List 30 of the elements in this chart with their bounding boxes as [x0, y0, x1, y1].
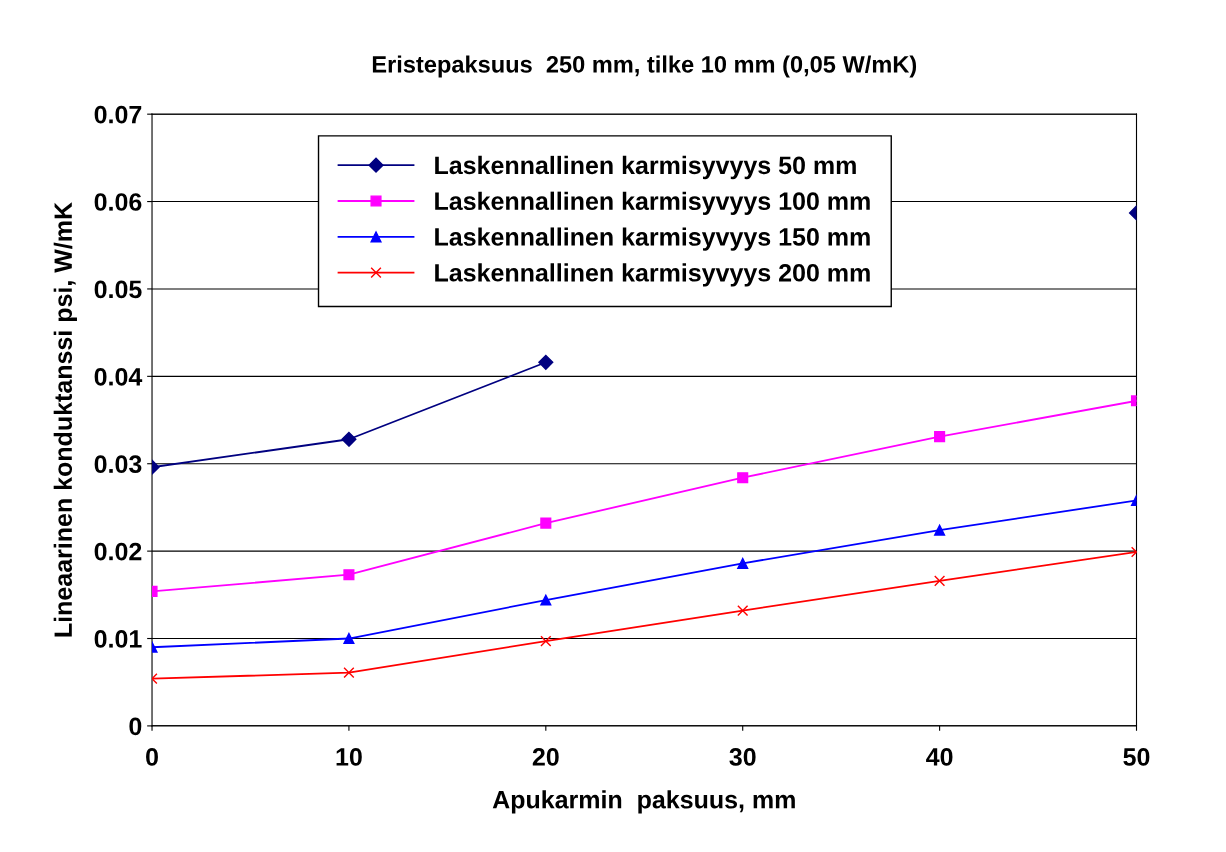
- point: [737, 557, 749, 569]
- y-tick-label: 0.07: [94, 105, 142, 124]
- y-tick-label: 0: [129, 717, 142, 736]
- point: [737, 472, 749, 484]
- legend-label: Laskennallinen karmisyvyys 100 mm: [435, 191, 870, 215]
- y-tick-label: 0.02: [94, 542, 142, 561]
- x-axis-title: Apukarmin paksuus, mm: [492, 790, 795, 814]
- point: [343, 569, 355, 581]
- point: [540, 635, 552, 647]
- legend-label: Laskennallinen karmisyvyys 200 mm: [435, 263, 870, 287]
- chart-title: Eristepaksuus 250 mm, tilke 10 mm (0,05 W/mK): [372, 55, 917, 78]
- y-tick-label: 0.05: [94, 280, 142, 299]
- point: [343, 667, 355, 679]
- x-tick-label: 50: [1123, 748, 1150, 766]
- y-tick-label: 0.04: [94, 367, 143, 386]
- point: [540, 517, 552, 529]
- legend-label: Laskennallinen karmisyvyys 150 mm: [435, 227, 870, 251]
- y-axis-title: Lineaarinen konduktanssi psi, W/mK: [53, 202, 77, 637]
- point: [343, 632, 355, 645]
- x-tick-label: 40: [926, 748, 953, 766]
- legend-label: Laskennallinen karmisyvyys 50 mm: [435, 155, 856, 180]
- point: [540, 594, 552, 606]
- x-tick-label: 0: [146, 748, 158, 766]
- y-tick-label: 0.01: [94, 630, 142, 648]
- y-tick-label: 0.06: [94, 193, 142, 211]
- x-tick-label: 30: [729, 748, 756, 766]
- point: [737, 604, 749, 617]
- x-tick-label: 20: [532, 748, 559, 766]
- y-tick-label: 0.03: [94, 455, 142, 474]
- x-tick-label: 10: [336, 748, 362, 766]
